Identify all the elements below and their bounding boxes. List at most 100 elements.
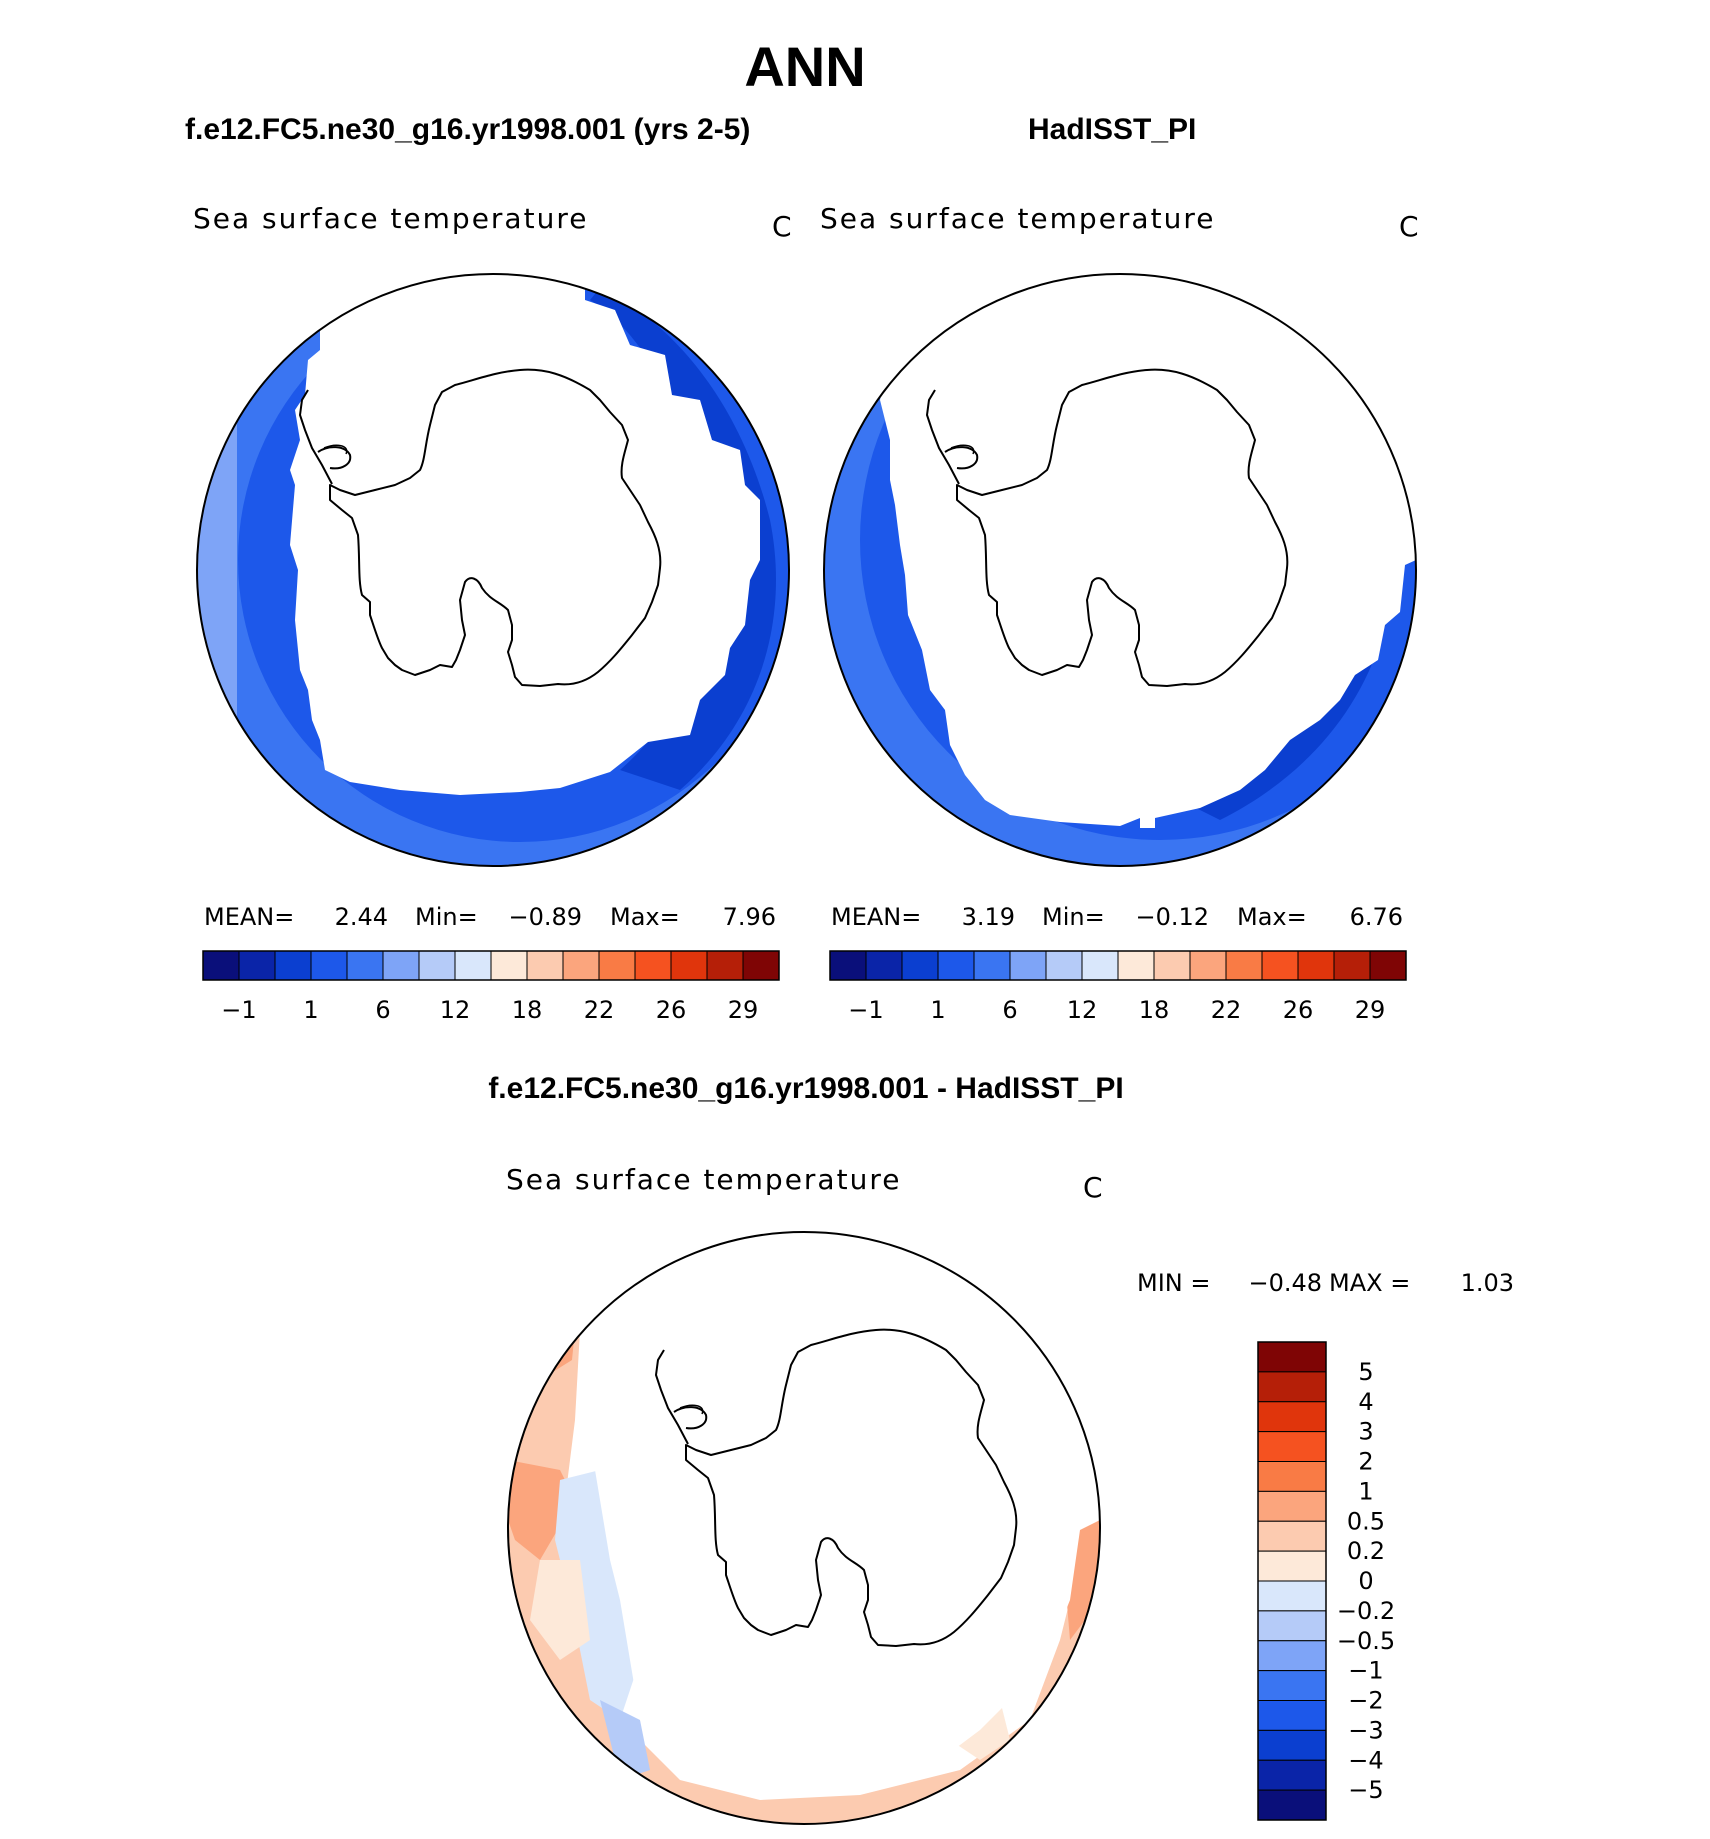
panel-b-colorbar-tick-label: 12 — [1067, 996, 1098, 1024]
panel-c-colorbar-tick-label: −0.5 — [1337, 1627, 1395, 1655]
panel-b-colorbar-swatch-15 — [1369, 950, 1407, 981]
panel-c-colorbar-tick-label: −3 — [1348, 1716, 1383, 1744]
panel-b-colorbar-tick-label: 22 — [1211, 996, 1242, 1024]
panel-c-colorbar-swatch-11 — [1257, 1670, 1327, 1701]
panel-c-colorbar-swatch-2 — [1257, 1401, 1327, 1433]
panel-a-colorbar-swatch-2 — [274, 950, 312, 981]
panel-b-colorbar-frame — [829, 950, 1407, 981]
panel-c: Sea surface temperature C MIN = −0.48 MA… — [506, 1163, 1514, 1825]
panel-c-min-label: MIN = — [1137, 1269, 1210, 1297]
panel-b-colorbar-swatch-5 — [1009, 950, 1047, 981]
panel-c-colorbar-swatch-15 — [1257, 1789, 1327, 1821]
panel-a-min: −0.89 — [508, 903, 582, 931]
panel-c-colorbar-swatch-10 — [1257, 1640, 1327, 1672]
panel-a-colorbar-tick-label: 26 — [656, 996, 687, 1024]
panel-a-colorbar-tick-label: 6 — [375, 996, 390, 1024]
panel-b-colorbar-swatch-12 — [1261, 950, 1299, 981]
panel-a-colorbar-swatch-3 — [310, 950, 348, 981]
panel-a: Sea surface temperature C MEAN= 2.44 Min… — [193, 202, 792, 1024]
difference-title: f.e12.FC5.ne30_g16.yr1998.001 - HadISST_… — [488, 1072, 1123, 1105]
panel-b-header: HadISST_PI — [1028, 113, 1196, 146]
panel-b-colorbar-swatch-9 — [1153, 950, 1191, 981]
panel-c-colorbar-tick-label: −2 — [1348, 1687, 1383, 1715]
panel-c-title: Sea surface temperature — [506, 1163, 901, 1196]
panel-c-map-border — [507, 1231, 1101, 1825]
panel-b-colorbar-swatch-7 — [1081, 950, 1119, 981]
panel-c-zone-neg-0.5-0.2 — [600, 1700, 650, 1780]
panel-a-max: 7.96 — [723, 903, 776, 931]
panel-a-colorbar-swatch-7 — [454, 950, 492, 981]
panel-c-colorbar-tick-label: 4 — [1358, 1388, 1373, 1416]
panel-c-colorbar-swatch-5 — [1257, 1490, 1327, 1522]
panel-c-colorbar-tick-label: 0.5 — [1347, 1507, 1385, 1535]
panel-b-colorbar-swatch-8 — [1117, 950, 1155, 981]
panel-b-colorbar-swatch-1 — [865, 950, 903, 981]
panel-b-colorbar-tick-label: 1 — [930, 996, 945, 1024]
panel-c-colorbar-tick-label: 0.2 — [1347, 1537, 1385, 1565]
panel-c-colorbar-tick-label: 2 — [1358, 1448, 1373, 1476]
panel-c-max: 1.03 — [1461, 1269, 1514, 1297]
panel-b-sea-ice — [875, 274, 1416, 828]
panel-c-zone-0.5-1b — [508, 1460, 575, 1560]
panel-a-colorbar-swatch-8 — [490, 950, 528, 981]
panel-a-colorbar-swatch-1 — [238, 950, 276, 981]
panel-a-colorbar-swatch-10 — [562, 950, 600, 981]
panel-c-colorbar-tick-label: −4 — [1348, 1746, 1383, 1774]
panel-a-colorbar-frame — [202, 950, 780, 981]
panel-a-title: Sea surface temperature — [193, 202, 588, 235]
panel-c-colorbar-tick-label: −0.2 — [1337, 1597, 1395, 1625]
panel-c-colorbar-swatch-3 — [1257, 1431, 1327, 1462]
panel-a-colorbar-swatch-14 — [706, 950, 744, 981]
panel-b-colorbar-tick-label: 18 — [1139, 996, 1170, 1024]
panel-a-sea-ice — [290, 274, 760, 795]
panel-a-colorbar-swatch-5 — [382, 950, 420, 981]
panel-c-colorbar-swatch-14 — [1257, 1759, 1327, 1791]
panel-c-colorbar-tick-label: −5 — [1348, 1776, 1383, 1804]
panel-a-colorbar-tick-label: 18 — [512, 996, 543, 1024]
panel-b-colorbar-swatch-13 — [1297, 950, 1335, 981]
panel-b-colorbar-swatch-4 — [973, 950, 1011, 981]
figure-title: ANN — [744, 35, 865, 98]
panel-b-mean-label: MEAN= — [831, 903, 921, 931]
panel-c-colorbar-swatch-7 — [1257, 1550, 1327, 1582]
panel-a-min-label: Min= — [415, 903, 478, 931]
panel-b-colorbar-swatch-11 — [1225, 950, 1263, 981]
panel-c-colorbar-swatch-8 — [1257, 1580, 1327, 1612]
panel-b-colorbar-swatch-0 — [829, 950, 867, 981]
panel-c-colorbar-swatch-9 — [1257, 1610, 1327, 1642]
panel-b-colorbar-swatch-3 — [937, 950, 975, 981]
panel-a-colorbar-tick-label: 22 — [584, 996, 615, 1024]
panel-c-sea-ice — [580, 1232, 1100, 1785]
panel-b-title: Sea surface temperature — [820, 202, 1215, 235]
panel-a-colorbar-tick-label: 1 — [303, 996, 318, 1024]
panel-a-max-label: Max= — [610, 903, 680, 931]
panel-c-colorbar-tick-label: 3 — [1358, 1418, 1373, 1446]
panel-b-map-border — [823, 273, 1417, 867]
panel-b-max-label: Max= — [1237, 903, 1307, 931]
panel-a-mean: 2.44 — [335, 903, 388, 931]
panel-a-colorbar-swatch-0 — [202, 950, 240, 981]
panel-b-colorbar-swatch-6 — [1045, 950, 1083, 981]
panel-b-field — [824, 274, 1416, 866]
panel-a-header: f.e12.FC5.ne30_g16.yr1998.001 (yrs 2-5) — [185, 113, 750, 146]
panel-a-colorbar-swatch-4 — [346, 950, 384, 981]
panel-c-colorbar-tick-label: 0 — [1358, 1567, 1373, 1595]
panel-a-mean-label: MEAN= — [204, 903, 294, 931]
panel-a-zone-6-9 — [197, 274, 237, 866]
panel-c-colorbar-swatch-0 — [1257, 1341, 1327, 1373]
panel-a-map-border — [196, 273, 790, 867]
panel-c-colorbar-swatch-12 — [1257, 1700, 1327, 1731]
panel-c-max-label: MAX = — [1329, 1269, 1410, 1297]
panel-c-colorbar-tick-label: 1 — [1358, 1477, 1373, 1505]
panel-a-colorbar-swatch-12 — [634, 950, 672, 981]
panel-c-field — [508, 1232, 1100, 1824]
panel-b-colorbar-swatch-2 — [901, 950, 939, 981]
panel-b-colorbar-swatch-10 — [1189, 950, 1227, 981]
panel-c-colorbar-frame — [1257, 1341, 1327, 1821]
panel-a-zone-cold — [590, 288, 776, 790]
panel-c-colorbar-tick-label: −1 — [1348, 1657, 1383, 1685]
panel-a-colorbar-tick-label: 29 — [728, 996, 759, 1024]
panel-b-min: −0.12 — [1135, 903, 1209, 931]
